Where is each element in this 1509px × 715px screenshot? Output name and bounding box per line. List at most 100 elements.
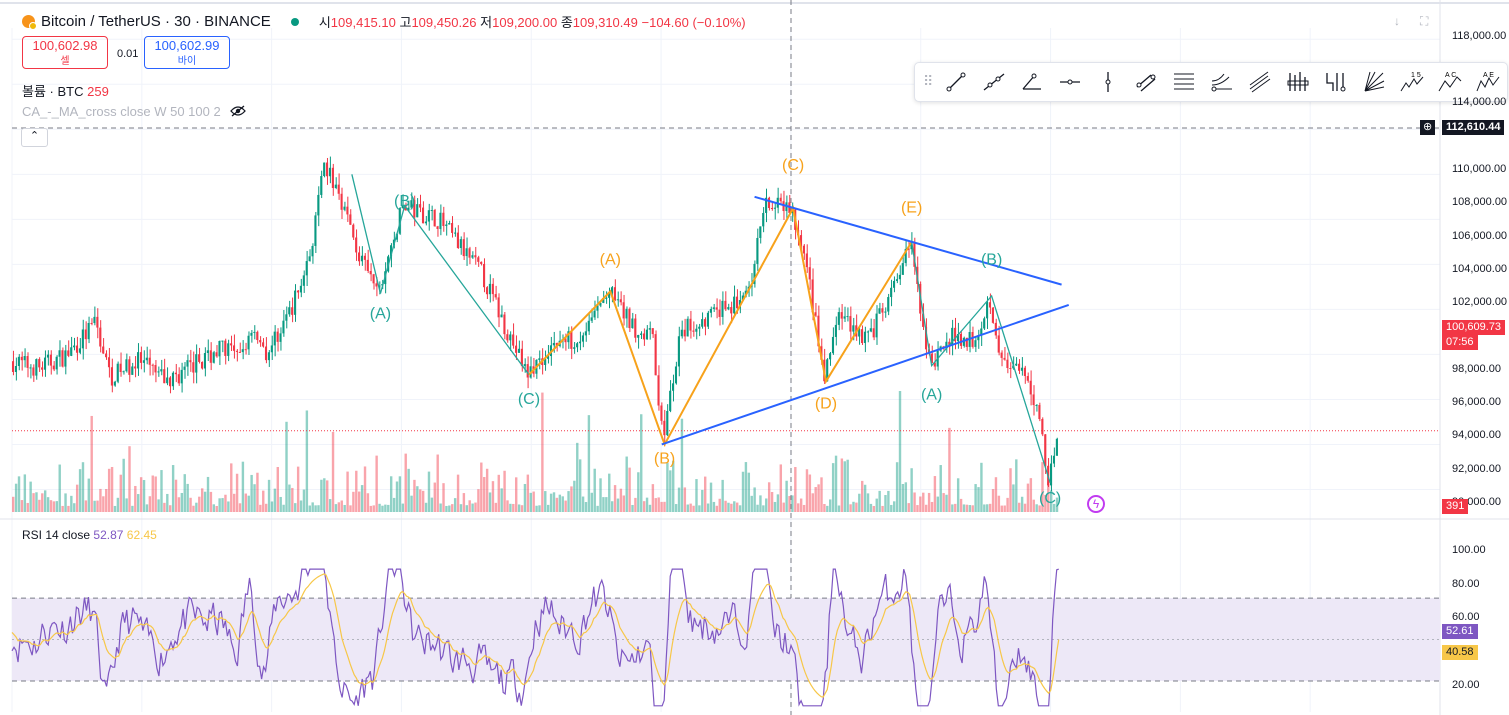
volume-bar [549,493,553,512]
fullscreen-icon[interactable]: ⛶ [1420,14,1429,28]
sell-button[interactable]: 100,602.98 셀 [22,36,108,69]
candle-body [576,343,579,348]
volume-bar [776,494,780,512]
volume-bar [605,497,608,512]
rsi-band [12,598,1440,681]
schiff-pitchfork-icon[interactable] [1323,69,1349,95]
elliott-wave-line [910,241,1051,483]
elliott-abcde-wave-icon[interactable]: A E [1475,69,1501,95]
volume-bar [75,484,79,512]
candle-body [613,287,616,301]
horizontal-line-icon[interactable] [1057,69,1083,95]
volume-bar [578,459,582,512]
volume-bar [515,477,518,512]
volume-bar [654,498,657,512]
volume-bar [945,494,948,512]
pitchfork-icon[interactable] [1247,69,1273,95]
candle-body [602,298,605,303]
volume-bar [741,471,745,512]
elliott-impulse-wave-icon[interactable]: 1 5 [1399,69,1425,95]
candle-body [282,320,285,334]
candle-body [218,340,221,357]
hidden-eye-icon[interactable] [230,105,247,120]
collapse-legend-button[interactable]: ⌃ [21,128,48,147]
candle-body [14,366,18,372]
download-icon[interactable]: ↓ [1394,14,1400,28]
volume-bar [954,503,957,512]
volume-bar [648,504,652,512]
volume-bar [169,505,172,512]
candle-body [642,333,646,340]
gann-fan-icon[interactable] [1361,69,1387,95]
candle-body [834,324,837,337]
candle-body [622,302,625,319]
candle-body [628,308,631,329]
volume-bar [977,487,980,512]
candle-body [596,305,599,311]
candle-body [139,352,143,363]
volume-bar [38,499,41,512]
price-axis-label: 104,000.00 [1452,263,1508,275]
candle-body [631,318,634,329]
candle-body [70,347,73,356]
price-axis-label: 114,000.00 [1452,96,1507,108]
volume-bar [142,480,146,512]
volume-bar [352,491,355,512]
symbol-title[interactable]: Bitcoin / TetherUS · 30 · BINANCE [41,13,271,30]
crosshair-add-icon[interactable]: ⊕ [1420,120,1436,135]
candle-body [587,320,590,332]
candle-body [910,242,913,250]
elliott-abc-wave-icon[interactable]: A C [1437,69,1463,95]
volume-bar [157,499,160,512]
volume-bar [116,497,120,512]
ray-icon[interactable] [981,69,1007,95]
volume-bar [608,473,611,512]
volume-bar [564,500,567,512]
volume-bar [584,502,588,512]
volume-bar [250,474,253,512]
volume-bar [901,483,905,512]
volume-bar [628,467,631,512]
volume-bar [355,470,358,512]
candle-body [1055,438,1058,456]
volume-bar [840,458,844,512]
fib-retracement-icon[interactable] [1171,69,1197,95]
volume-bar [264,503,268,512]
buy-button[interactable]: 100,602.99 바이 [144,36,230,69]
volume-bar [363,466,367,512]
candle-body [965,337,968,347]
gann-box-icon[interactable] [1285,69,1311,95]
fib-channel-icon[interactable] [1209,69,1235,95]
parallel-channel-icon[interactable] [1133,69,1159,95]
candle-body [253,331,256,333]
vertical-line-icon[interactable] [1095,69,1121,95]
candle-body [483,263,486,288]
volume-bar [1023,503,1027,512]
rsi-legend[interactable]: RSI 14 close 52.87 62.45 [22,528,157,542]
candle-body [843,316,846,319]
candle-body [427,210,430,222]
trend-line-icon[interactable] [943,69,969,95]
rsi-axis-label: 20.00 [1452,679,1480,691]
candle-body [49,354,52,366]
candle-body [584,331,587,336]
candle-body [715,307,718,310]
candle-body [890,287,893,298]
candle-body [186,360,189,367]
candle-body [666,410,669,436]
candle-body [1006,359,1009,369]
ma-cross-legend[interactable]: CA_-_MA_cross close W 50 100 2 [22,104,247,120]
flash-alert-icon[interactable]: ϟ [1087,495,1105,513]
volume-legend[interactable]: 볼륨 · BTC 259 [22,84,109,99]
candle-body [1026,376,1029,381]
extended-line-icon[interactable] [1019,69,1045,95]
volume-bar [256,472,259,512]
volume-bar [29,481,32,512]
candle-body [695,328,698,332]
candle-body [677,336,680,367]
wave-label: (A) [921,386,942,403]
candle-body [424,221,427,224]
drag-handle-icon[interactable]: ⠿ [923,73,934,89]
volume-bar [125,498,128,512]
